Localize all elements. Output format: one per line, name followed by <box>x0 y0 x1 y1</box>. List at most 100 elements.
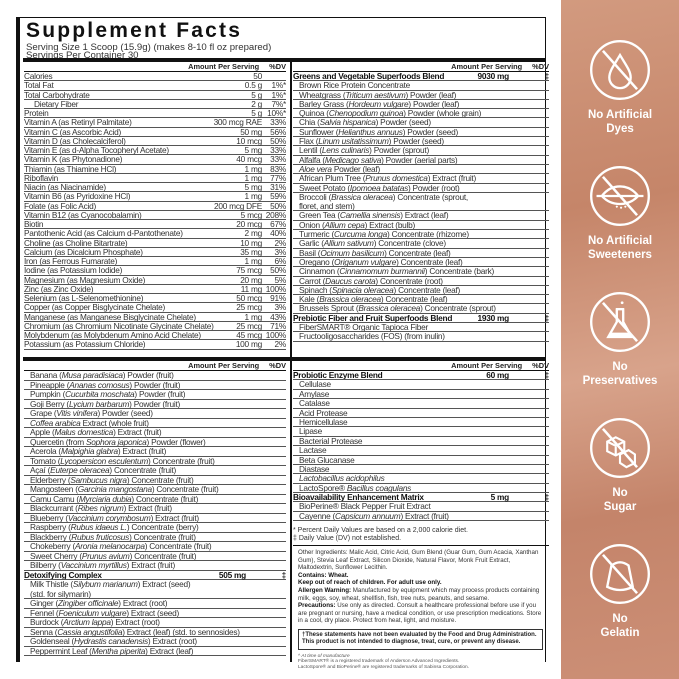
amount: 10 mcg <box>236 135 262 146</box>
divider <box>23 357 545 361</box>
ingredient-name: Vitamin K (as Phytonadione) <box>24 155 236 163</box>
name-text: Calories <box>24 72 53 81</box>
name-text: Selenium (as L-Selenomethionine) <box>24 294 144 303</box>
ingredient-name: Chokeberry (Aronia melanocarpa) Concentr… <box>24 542 286 551</box>
amount: 25 mcg <box>236 320 262 331</box>
other-info: Other Ingredients: Malic Acid, Citric Ac… <box>298 549 543 670</box>
table-row: LactoSpore® Bacillus coagulans <box>293 484 549 494</box>
amount: 5 mg <box>244 145 263 155</box>
name-text: Total Fat <box>24 81 54 90</box>
badge-label: No Sugar <box>561 486 679 514</box>
ingredient-name: Broccoli (Brassica oleracea) Concentrate… <box>293 193 549 211</box>
name-text: FiberSMART® Organic Tapioca Fiber <box>299 323 428 332</box>
latin-name: Origanum vulgare <box>334 257 397 267</box>
ingredient-name: Total Carbohydrate <box>24 91 251 99</box>
name-text: African Plum Tree ( <box>299 174 366 183</box>
name-text: ) Extract (leaf) <box>400 211 449 220</box>
ingredient-name: Goldenseal (Hydrastis canadensis) Extrac… <box>24 637 286 646</box>
table-row: Folate (as Folic Acid) 200 mcg DFE 50% <box>24 201 286 211</box>
latin-name: Sambucus nigra <box>70 475 127 485</box>
name-text: Chromium (as Chromium Nicotinate Glycina… <box>24 321 214 330</box>
ingredient-name: Greens and Vegetable Superfoods Blend <box>293 72 478 80</box>
table-row: Bacterial Protease <box>293 437 549 447</box>
table-row: Quercetin (from Sophora japonica) Powder… <box>24 438 286 447</box>
name-text: ) Powder (seed) <box>388 137 445 146</box>
table-row: African Plum Tree (Prunus domestica) Ext… <box>293 174 549 184</box>
latin-name: Aronia melanocarpa <box>74 542 145 551</box>
badge-line: No <box>612 361 628 373</box>
ingredient-name: Kale (Brassica oleracea) Concentrate (le… <box>293 295 549 303</box>
ingredient-name: Spinach (Spinacia oleracea) Concentrate … <box>293 286 549 294</box>
column-header: Amount Per Serving %DV <box>24 361 286 371</box>
daily-value: 40% <box>270 228 286 239</box>
table-row: Diastase <box>293 465 549 475</box>
name-text: Green Tea ( <box>299 211 340 220</box>
latin-name: Lens culinaris <box>321 146 370 155</box>
name-text: Pantothenic Acid (as Calcium d-Pantothen… <box>24 229 183 238</box>
ingredient-name: Vitamin D (as Cholecalciferol) <box>24 137 236 145</box>
latin-name: Lycopersicon esculentum <box>60 456 149 466</box>
amount: 1 mg <box>244 163 263 174</box>
name-text: ) Powder (leaf) <box>408 99 460 109</box>
latin-name: Ipomoea batatas <box>349 183 408 192</box>
badge-line: Preservatives <box>582 375 658 387</box>
name-text: Cinnamon ( <box>299 267 340 276</box>
name-text: Acerola ( <box>30 447 61 456</box>
daily-value: 3% <box>274 302 287 313</box>
name-text: Sweet Potato ( <box>299 183 350 192</box>
name-text: Açaí ( <box>30 466 51 475</box>
ingredient-name: Vitamin B6 (as Pyridoxine HCl) <box>24 192 245 200</box>
name-text: ) Extract (leaf) (std. to sennosides) <box>122 627 240 637</box>
ingredient-name: Cellulase <box>293 380 549 388</box>
nutrients-list: Calories 50 Total Fat 0.5 g 1%* Total Carbohy… <box>24 71 287 350</box>
name-text: Turmeric ( <box>299 230 334 239</box>
table-row: Quinoa (Chenopodium quinoa) Powder (whol… <box>293 109 549 119</box>
amount: 100 mg <box>235 339 262 350</box>
label-title: Supplement Facts <box>26 19 243 42</box>
table-row: Green Tea (Camellia sinensis) Extract (l… <box>293 211 549 221</box>
table-row: Blackcurrant (Ribes nigrum) Extract (fru… <box>24 504 286 514</box>
name-text: Folate (as Folic Acid) <box>24 201 96 210</box>
amount: 35 mg <box>240 246 262 257</box>
ingredient-name: Lentil (Lens culinaris) Powder (sprout) <box>293 146 549 154</box>
badge-line: No Artificial <box>587 109 653 121</box>
ingredient-name: Banana (Musa paradisiaca) Powder (fruit) <box>24 371 286 380</box>
allergen-label: Allergen Warning: <box>298 586 352 594</box>
name-text: ) Concentrate (fruit) <box>144 542 212 551</box>
name-text: Detoxifying Complex <box>24 570 102 580</box>
name-text: Wheatgrass ( <box>299 90 346 99</box>
daily-value: ‡ <box>544 71 550 81</box>
name-text: Zinc (as Zinc Oxide) <box>24 284 94 293</box>
daily-value: 100% <box>265 283 286 294</box>
latin-name: Mentha piperita <box>91 646 146 656</box>
amount: 11 mg <box>240 283 262 294</box>
name-text: Brussels Sprout ( <box>299 304 359 313</box>
table-row: Fructooligosaccharides (FOS) (from inuli… <box>293 332 549 342</box>
name-text: ) Concentrate (sprout, <box>392 192 468 202</box>
name-text: ) Powder (fruit) <box>122 371 174 380</box>
table-row: Lactase <box>293 446 549 456</box>
name-text: Magnesium (as Magnesium Oxide) <box>24 275 146 284</box>
latin-name: Capsicum annuum <box>335 511 401 521</box>
name-text: ) Powder (leaf) <box>405 90 457 99</box>
ingredient-name: Açaí (Euterpe oleracea) Concentrate (fru… <box>24 466 286 475</box>
badge-line: No <box>612 487 628 499</box>
name-text: Greens and Vegetable Superfoods Blend <box>293 72 445 81</box>
table-row: Aloe vera Powder (leaf) <box>293 165 549 175</box>
name-text: ) Concentrate (clove) <box>373 239 446 248</box>
ingredient-name: Lactase <box>293 446 549 454</box>
table-row: Mangosteen (Garcinia mangostana) Concent… <box>24 485 286 495</box>
name-text: Cayenne ( <box>299 511 336 521</box>
table-row: BioPerine® Black Pepper Fruit Extract <box>293 502 549 512</box>
name-text: Beta Glucanase <box>299 455 355 464</box>
ingredient-name: Coffea arabica Extract (whole fruit) <box>24 419 286 428</box>
ingredient-name: Green Tea (Camellia sinensis) Extract (l… <box>293 211 549 219</box>
ingredient-name: Flax (Linum usitatissimum) Powder (seed) <box>293 137 549 145</box>
table-row: Chokeberry (Aronia melanocarpa) Concentr… <box>24 542 286 552</box>
ingredient-name: Tomato (Lycopersicon esculentum) Concent… <box>24 457 286 466</box>
ingredient-name: Onion (Allium cepa) Extract (bulb) <box>293 221 549 229</box>
name-text: Extract (whole fruit) <box>80 418 149 428</box>
ingredient-name: Cinnamon (Cinnamomum burmannii) Concentr… <box>293 267 549 275</box>
flask-icon <box>561 290 679 354</box>
amount: 1 mg <box>244 172 263 183</box>
